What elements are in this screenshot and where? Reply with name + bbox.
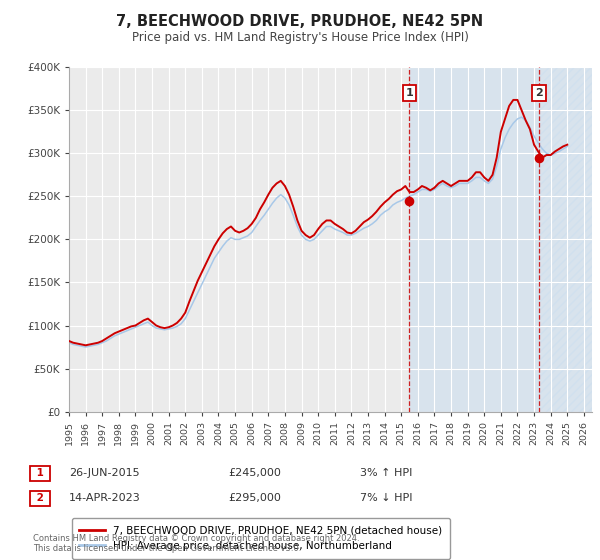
Text: Contains HM Land Registry data © Crown copyright and database right 2024.
This d: Contains HM Land Registry data © Crown c… xyxy=(33,534,359,553)
Text: 2: 2 xyxy=(535,88,543,98)
Bar xyxy=(539,67,592,412)
Text: 1: 1 xyxy=(406,88,413,98)
Text: 2: 2 xyxy=(33,493,47,503)
Text: £245,000: £245,000 xyxy=(228,468,281,478)
Text: 3% ↑ HPI: 3% ↑ HPI xyxy=(360,468,412,478)
Text: 7, BEECHWOOD DRIVE, PRUDHOE, NE42 5PN: 7, BEECHWOOD DRIVE, PRUDHOE, NE42 5PN xyxy=(116,14,484,29)
Text: 26-JUN-2015: 26-JUN-2015 xyxy=(69,468,140,478)
Bar xyxy=(409,67,539,412)
Text: £295,000: £295,000 xyxy=(228,493,281,503)
Point xyxy=(534,153,544,162)
Text: 1: 1 xyxy=(33,468,47,478)
Text: 7% ↓ HPI: 7% ↓ HPI xyxy=(360,493,413,503)
Text: Price paid vs. HM Land Registry's House Price Index (HPI): Price paid vs. HM Land Registry's House … xyxy=(131,31,469,44)
Legend: 7, BEECHWOOD DRIVE, PRUDHOE, NE42 5PN (detached house), HPI: Average price, deta: 7, BEECHWOOD DRIVE, PRUDHOE, NE42 5PN (d… xyxy=(71,519,449,559)
Point xyxy=(404,196,414,205)
Text: 14-APR-2023: 14-APR-2023 xyxy=(69,493,141,503)
